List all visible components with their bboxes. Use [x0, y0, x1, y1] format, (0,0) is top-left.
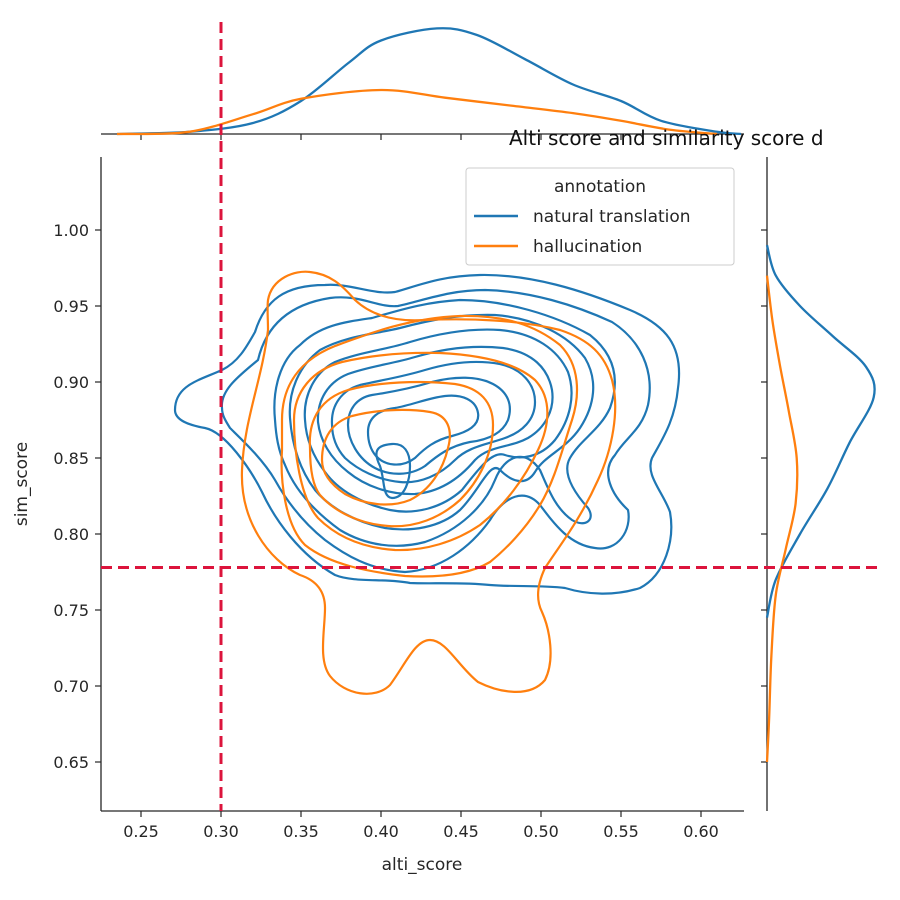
y-tick-label: 1.00 — [53, 221, 89, 240]
y-tick-label: 0.65 — [53, 753, 89, 772]
hallucination-contour — [308, 380, 495, 528]
natural-translation-contour — [330, 360, 537, 484]
hallucination-contour — [320, 408, 451, 506]
top-marginal-ticks — [140, 134, 702, 140]
x-tick-label: 0.50 — [523, 822, 559, 841]
hallucination-contour — [240, 270, 617, 695]
right-marginal-hallucination — [765, 275, 799, 763]
natural-translation-contour — [220, 288, 651, 574]
y-axis-ticks: 0.65 0.70 0.75 0.80 0.85 0.90 0.95 1.00 — [53, 221, 101, 772]
x-tick-label: 0.35 — [283, 822, 319, 841]
hallucination-contours — [240, 270, 617, 695]
main-axes — [100, 133, 768, 812]
right-marginal-ticks — [761, 229, 767, 763]
y-tick-label: 0.75 — [53, 601, 89, 620]
legend-label-hallucination: hallucination — [533, 237, 642, 257]
x-tick-label: 0.25 — [123, 822, 159, 841]
legend-title: annotation — [554, 177, 646, 197]
right-marginal-natural-translation — [765, 244, 876, 618]
legend: annotation natural translation hallucina… — [465, 167, 735, 266]
x-tick-label: 0.45 — [443, 822, 479, 841]
natural-translation-contour — [366, 394, 480, 466]
legend-box — [465, 167, 735, 266]
x-tick-label: 0.60 — [683, 822, 719, 841]
hallucination-contour — [292, 351, 549, 552]
x-tick-label: 0.40 — [363, 822, 399, 841]
natural-translation-contour — [173, 273, 681, 595]
natural-translation-contour — [303, 328, 573, 513]
y-tick-label: 0.85 — [53, 449, 89, 468]
x-tick-label: 0.30 — [203, 822, 239, 841]
top-marginal-natural-translation — [116, 27, 742, 136]
natural-translation-contour — [375, 442, 412, 500]
top-marginal-hallucination — [116, 88, 718, 136]
y-tick-label: 0.80 — [53, 525, 89, 544]
y-tick-label: 0.70 — [53, 677, 89, 696]
x-axis-ticks: 0.25 0.30 0.35 0.40 0.45 0.50 0.55 0.60 — [123, 811, 719, 841]
y-tick-label: 0.90 — [53, 373, 89, 392]
y-tick-label: 0.95 — [53, 297, 89, 316]
natural-translation-contours — [173, 273, 681, 595]
x-tick-label: 0.55 — [603, 822, 639, 841]
natural-translation-peak-contour — [375, 442, 412, 500]
natural-translation-contour — [316, 345, 554, 496]
natural-translation-contour — [346, 376, 511, 475]
threshold-lines — [101, 22, 878, 811]
legend-label-natural-translation: natural translation — [533, 207, 691, 227]
hallucination-contour — [280, 314, 579, 578]
x-axis-label: alti_score — [382, 855, 463, 875]
marginal-density-curves — [116, 27, 876, 763]
chart-title: Alti score and similarity score d — [509, 126, 824, 150]
y-axis-label: sim_score — [12, 442, 32, 526]
natural-translation-contour — [273, 298, 616, 547]
